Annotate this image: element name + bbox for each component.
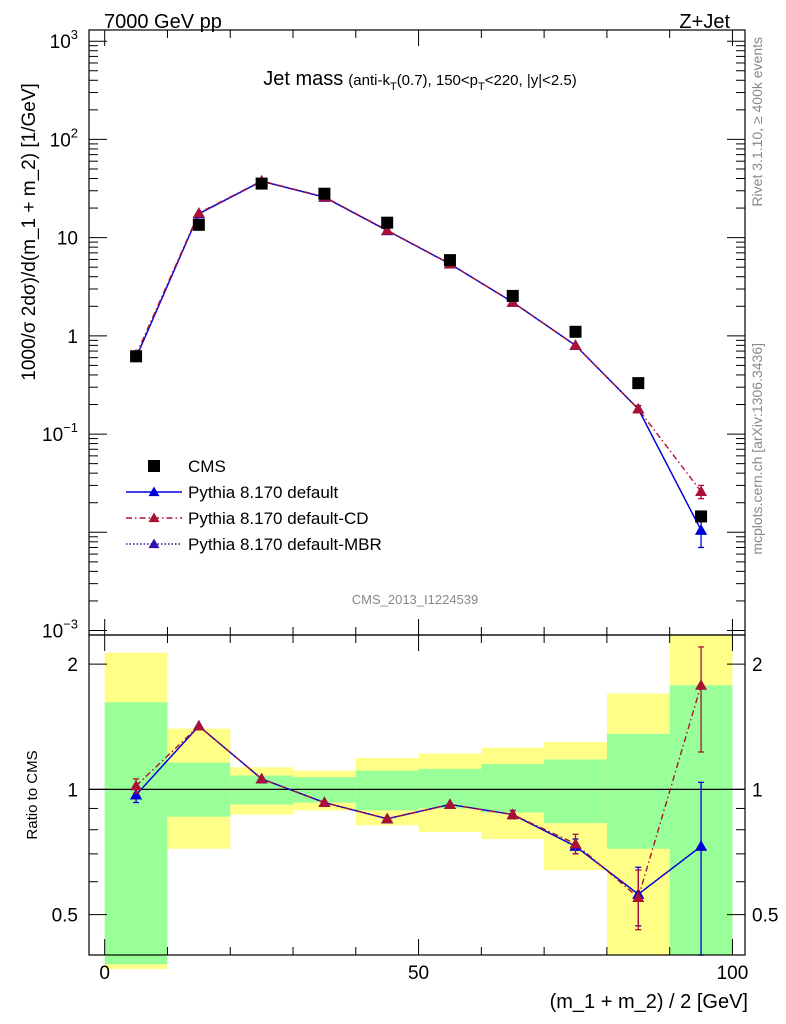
ratio-series-layer <box>130 646 708 956</box>
legend-label-pythia-8-170-default: Pythia 8.170 default <box>188 483 339 502</box>
ratio-plot-frame <box>88 634 746 956</box>
pythia-8-170-default-cd-point <box>695 485 708 497</box>
plot-title-main: Jet mass <box>263 68 343 90</box>
legend-marker-pythia-8-170-default-mbr <box>148 538 160 549</box>
x-axis-label: (m_1 + m_2) / 2 [GeV] <box>550 991 748 1013</box>
pythia-8-170-default-cd-ratio-point <box>506 808 519 820</box>
legend-label-pythia-8-170-default-cd: Pythia 8.170 default-CD <box>188 509 369 528</box>
pythia-8-170-default-point <box>695 524 708 535</box>
pythia-8-170-default-ratio-line <box>135 725 702 896</box>
cms-data-point <box>381 216 394 229</box>
header-left: 7000 GeV pp <box>104 11 222 33</box>
tick-base: 10 <box>50 130 71 151</box>
tick-base: 10 <box>50 32 71 53</box>
plot-subtitle-a: (anti-k <box>348 72 390 89</box>
pythia-8-170-default-cd-point <box>381 224 394 235</box>
main-y-tick-label: 10−3 <box>42 617 78 643</box>
pythia-8-170-default-cd-ratio-point <box>381 812 394 824</box>
cms-data-point <box>632 377 645 390</box>
pythia-8-170-default-cd-point <box>569 339 582 350</box>
pythia-8-170-default-cd-line <box>135 180 702 492</box>
plot-title: Jet mass (anti-kT(0.7), 150<pT<220, |y|<2… <box>263 68 577 93</box>
ratio-y-tick-label-left: 2 <box>67 655 78 676</box>
main-y-tick-label: 10−1 <box>42 420 78 446</box>
plot-subtitle-e: <220, |y|<2.5) <box>485 72 577 89</box>
legend-marker-pythia-8-170-default <box>148 486 160 497</box>
pythia-8-170-default-cd-point <box>192 207 205 218</box>
analysis-id: CMS_2013_I1224539 <box>352 592 479 607</box>
legend-label-pythia-8-170-default-mbr: Pythia 8.170 default-MBR <box>188 535 382 554</box>
tick-exponent: −3 <box>63 617 78 632</box>
tick-exponent: −1 <box>63 420 78 435</box>
pythia-8-170-default-ratio-point <box>695 840 708 851</box>
cms-data-point <box>255 177 268 190</box>
mcplots-side-label: mcplots.cern.ch [arXiv:1306.3436] <box>749 343 765 555</box>
main-y-axis-label: 1000/σ 2dσ)/d(m_1 + m_2) [1/GeV] <box>19 83 40 381</box>
inner-band-bin-0 <box>104 702 168 965</box>
tick-exponent: 2 <box>71 125 78 140</box>
tick-exponent: 3 <box>71 27 78 42</box>
cms-data-point <box>318 187 331 200</box>
pythia-8-170-default-cd-ratio-point <box>695 679 708 690</box>
cms-data-point <box>192 218 205 231</box>
cms-data-point <box>695 510 708 523</box>
main-y-tick-label: 103 <box>50 27 78 53</box>
legend: CMS Pythia 8.170 default Pythia 8.170 defa… <box>126 457 382 554</box>
cms-data-point <box>569 325 582 338</box>
pythia-8-170-default-mbr-line <box>135 180 702 531</box>
pythia-8-170-default-cd-ratio-point <box>130 779 143 791</box>
tick-base: 10 <box>42 622 63 643</box>
pythia-8-170-default-cd-ratio-point <box>569 837 582 849</box>
plot-subtitle-c: (0.7), 150<p <box>397 72 478 89</box>
ratio-y-tick-label-left: 0.5 <box>52 906 78 927</box>
inner-band-bin-8 <box>606 733 670 849</box>
cms-data-point <box>130 350 143 363</box>
legend-marker-cms <box>148 460 160 472</box>
ratio-y-axis-label: Ratio to CMS <box>24 750 41 839</box>
ratio-y-tick-label-right: 2 <box>752 655 763 676</box>
plot-subtitle-b: T <box>390 81 397 93</box>
pythia-8-170-default-cd-ratio-point <box>443 798 456 809</box>
x-tick-label: 100 <box>717 963 749 984</box>
inner-band-bin-4 <box>355 770 419 811</box>
pythia-8-170-default-line <box>135 180 702 531</box>
legend-label-cms: CMS <box>188 457 226 476</box>
inner-band-bin-7 <box>544 759 607 824</box>
ratio-y-tick-label-left: 1 <box>67 780 78 801</box>
pythia-8-170-default-cd-point <box>632 402 645 414</box>
ratio-y-tick-label-right: 1 <box>752 780 763 801</box>
main-y-tick-label: 102 <box>50 125 78 151</box>
ratio-y-tick-label-right: 0.5 <box>752 906 778 927</box>
main-y-tick-label: 1 <box>67 327 78 348</box>
pythia-8-170-default-cd-ratio-point <box>192 720 205 731</box>
cms-data-point <box>443 254 456 267</box>
legend-marker-pythia-8-170-default-cd <box>148 512 160 523</box>
header-right: Z+Jet <box>679 11 730 33</box>
plot-frames <box>88 29 746 956</box>
tick-base: 10 <box>42 425 63 446</box>
main-series-layer <box>130 174 708 549</box>
pythia-8-170-default-cd-ratio-point <box>255 772 268 784</box>
cms-data-point <box>506 289 519 302</box>
pythia-8-170-default-ratio-point <box>130 788 143 800</box>
x-tick-label: 50 <box>408 963 429 984</box>
ratio-uncertainty-bands <box>89 635 745 970</box>
plot-subtitle-d: T <box>478 81 485 93</box>
pythia-8-170-default-cd-ratio-point <box>632 891 645 902</box>
axis-ticks <box>89 30 745 955</box>
x-tick-label: 0 <box>99 963 110 984</box>
rivet-side-label: Rivet 3.1.10, ≥ 400k events <box>749 37 765 207</box>
tick-base: 1 <box>67 327 78 348</box>
pythia-8-170-default-cd-ratio-point <box>318 796 331 808</box>
main-y-tick-label: 10 <box>57 229 78 250</box>
inner-band-bin-6 <box>481 764 545 813</box>
tick-base: 10 <box>57 229 78 250</box>
